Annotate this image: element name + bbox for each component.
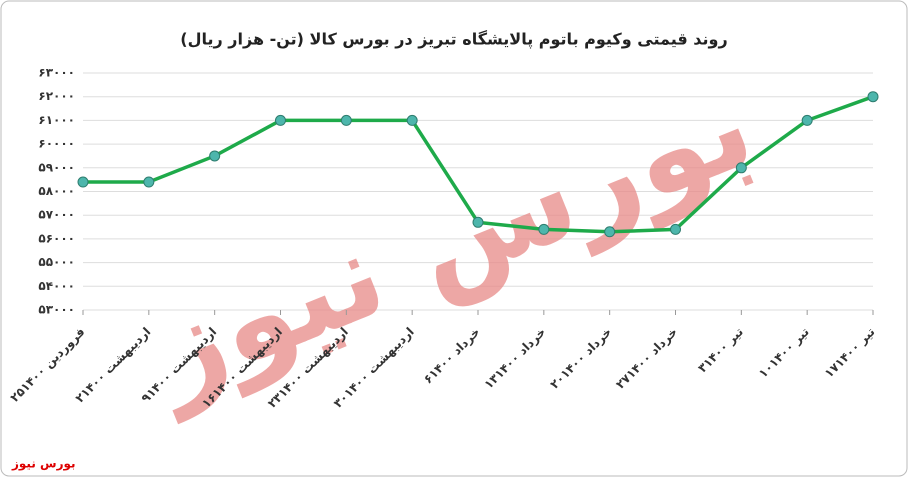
- y-tick-label: ۶۲۰۰۰: [38, 89, 75, 103]
- data-point: [867, 91, 879, 103]
- data-point: [209, 150, 221, 162]
- y-tick-label: ۵۹۰۰۰: [38, 160, 75, 174]
- data-point: [735, 162, 747, 174]
- y-tick-label: ۵۷۰۰۰: [38, 208, 75, 222]
- y-tick-label: ۵۴۰۰۰: [38, 279, 75, 293]
- data-point: [604, 226, 616, 238]
- data-point: [472, 216, 484, 228]
- data-point: [275, 114, 286, 126]
- y-tick-label: ۵۸۰۰۰: [38, 184, 75, 198]
- data-point: [143, 176, 155, 188]
- data-point: [340, 114, 352, 126]
- data-point: [77, 176, 89, 188]
- y-tick-label: ۵۶۰۰۰: [38, 231, 75, 245]
- y-tick-label: ۵۳۰۰۰: [38, 303, 75, 317]
- y-tick-label: ۶۱۰۰۰: [38, 113, 75, 127]
- data-point: [406, 114, 418, 126]
- chart-title: روند قیمتی وکیوم باتوم پالایشگاه تبریز د…: [180, 30, 727, 50]
- y-tick-label: ۶۰۰۰۰: [38, 137, 75, 151]
- footer: بورس نیوز: [11, 457, 76, 472]
- y-tick-label: ۶۳۰۰۰: [38, 66, 75, 80]
- data-point: [538, 223, 550, 235]
- y-tick-label: ۵۵۰۰۰: [38, 255, 75, 269]
- data-point: [670, 223, 681, 235]
- data-point: [801, 114, 813, 126]
